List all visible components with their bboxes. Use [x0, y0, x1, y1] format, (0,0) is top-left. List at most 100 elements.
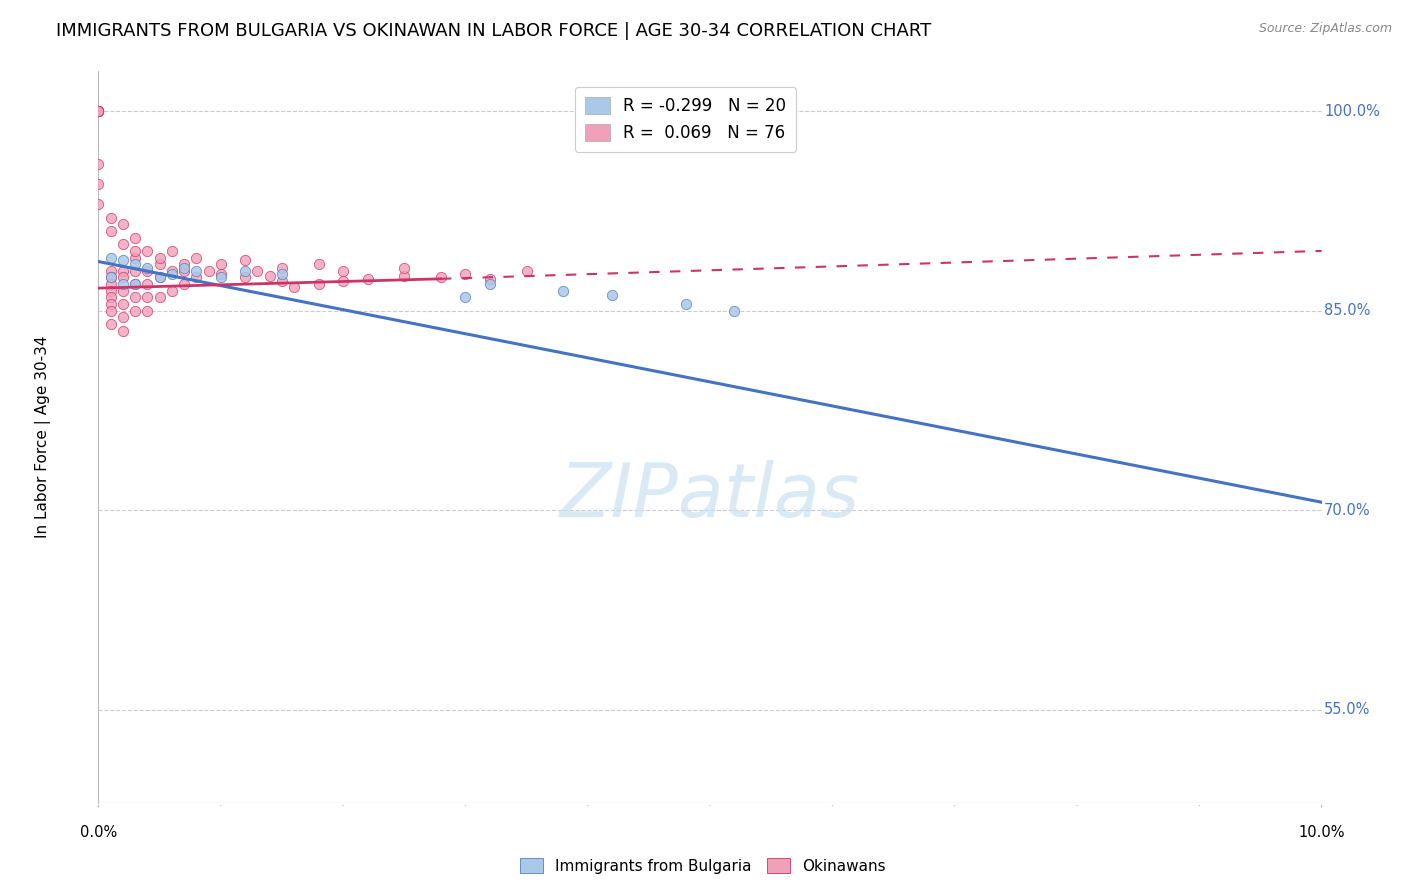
Point: [149, 270, 172, 285]
Point: [233, 270, 256, 285]
Point: [283, 280, 305, 294]
Point: [87, 104, 110, 119]
Point: [186, 251, 208, 265]
Text: 100.0%: 100.0%: [1324, 103, 1379, 119]
Point: [111, 277, 134, 292]
Point: [111, 284, 134, 298]
Point: [478, 277, 501, 292]
Point: [87, 104, 110, 119]
Text: 70.0%: 70.0%: [1324, 503, 1371, 517]
Text: 55.0%: 55.0%: [1324, 702, 1371, 717]
Point: [100, 303, 122, 318]
Point: [136, 277, 159, 292]
Point: [100, 297, 122, 311]
Point: [308, 257, 330, 271]
Point: [124, 230, 146, 244]
Point: [100, 290, 122, 304]
Point: [308, 277, 330, 292]
Text: 0.0%: 0.0%: [80, 825, 117, 839]
Point: [246, 264, 269, 278]
Point: [149, 270, 172, 285]
Point: [111, 270, 134, 285]
Point: [124, 244, 146, 258]
Point: [186, 264, 208, 278]
Point: [136, 261, 159, 276]
Point: [270, 261, 292, 276]
Point: [124, 277, 146, 292]
Point: [100, 277, 122, 292]
Point: [675, 297, 697, 311]
Point: [173, 277, 195, 292]
Point: [430, 270, 453, 285]
Point: [124, 277, 146, 292]
Text: 10.0%: 10.0%: [1298, 825, 1346, 839]
Point: [160, 244, 183, 258]
Point: [111, 310, 134, 325]
Point: [124, 257, 146, 271]
Point: [160, 264, 183, 278]
Point: [87, 104, 110, 119]
Point: [454, 290, 477, 304]
Text: IMMIGRANTS FROM BULGARIA VS OKINAWAN IN LABOR FORCE | AGE 30-34 CORRELATION CHAR: IMMIGRANTS FROM BULGARIA VS OKINAWAN IN …: [56, 22, 932, 40]
Point: [259, 269, 281, 284]
Point: [160, 284, 183, 298]
Point: [233, 253, 256, 268]
Point: [478, 272, 501, 286]
Point: [392, 261, 416, 276]
Point: [100, 317, 122, 331]
Point: [356, 272, 378, 286]
Legend: Immigrants from Bulgaria, Okinawans: Immigrants from Bulgaria, Okinawans: [515, 852, 891, 880]
Point: [124, 303, 146, 318]
Point: [270, 275, 292, 289]
Point: [87, 104, 110, 119]
Point: [516, 264, 538, 278]
Point: [149, 251, 172, 265]
Text: Source: ZipAtlas.com: Source: ZipAtlas.com: [1258, 22, 1392, 36]
Point: [233, 264, 256, 278]
Point: [111, 237, 134, 252]
Point: [454, 267, 477, 281]
Point: [600, 287, 623, 301]
Point: [270, 267, 292, 281]
Point: [87, 104, 110, 119]
Point: [197, 264, 219, 278]
Point: [173, 261, 195, 276]
Point: [173, 264, 195, 278]
Point: [124, 264, 146, 278]
Point: [100, 270, 122, 285]
Text: ZIPatlas: ZIPatlas: [560, 459, 860, 532]
Point: [136, 290, 159, 304]
Point: [111, 264, 134, 278]
Point: [124, 251, 146, 265]
Point: [392, 269, 416, 284]
Point: [124, 290, 146, 304]
Point: [100, 224, 122, 238]
Point: [136, 264, 159, 278]
Point: [173, 257, 195, 271]
Point: [209, 270, 232, 285]
Point: [332, 264, 354, 278]
Text: 85.0%: 85.0%: [1324, 303, 1371, 318]
Point: [209, 257, 232, 271]
Point: [87, 104, 110, 119]
Point: [111, 297, 134, 311]
Text: In Labor Force | Age 30-34: In Labor Force | Age 30-34: [35, 335, 52, 539]
Point: [87, 157, 110, 171]
Point: [87, 197, 110, 211]
Point: [87, 104, 110, 119]
Point: [136, 244, 159, 258]
Point: [111, 217, 134, 231]
Point: [332, 275, 354, 289]
Point: [553, 284, 575, 298]
Point: [136, 303, 159, 318]
Point: [100, 211, 122, 225]
Point: [100, 251, 122, 265]
Point: [111, 324, 134, 338]
Point: [160, 267, 183, 281]
Point: [100, 264, 122, 278]
Point: [87, 178, 110, 192]
Point: [149, 257, 172, 271]
Point: [100, 284, 122, 298]
Point: [100, 270, 122, 285]
Legend: R = -0.299   N = 20, R =  0.069   N = 76: R = -0.299 N = 20, R = 0.069 N = 76: [575, 87, 796, 152]
